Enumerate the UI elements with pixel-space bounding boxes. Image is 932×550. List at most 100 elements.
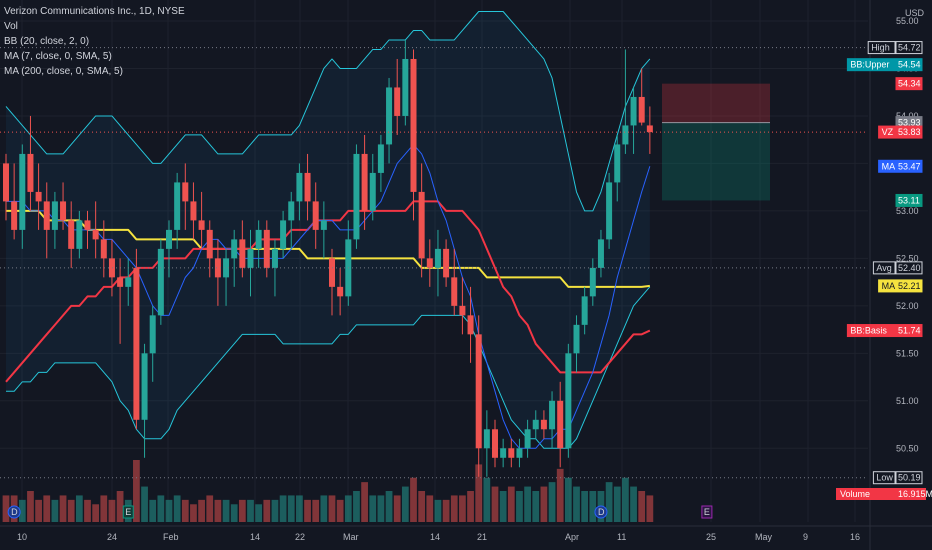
candle bbox=[231, 229, 238, 287]
candle bbox=[475, 315, 482, 477]
badge-label: VZ bbox=[882, 127, 894, 137]
volume-bar bbox=[198, 499, 205, 522]
candle-body bbox=[630, 96, 637, 126]
volume-bar bbox=[2, 495, 10, 522]
x-tick-label: Apr bbox=[565, 532, 579, 542]
x-tick-label: 16 bbox=[850, 532, 860, 542]
badge-label: MA bbox=[882, 281, 896, 291]
volume-bar bbox=[222, 499, 230, 522]
candle bbox=[214, 239, 221, 306]
earnings-marker: E bbox=[701, 505, 713, 519]
badge-label-bg bbox=[846, 324, 896, 338]
candle bbox=[76, 210, 83, 259]
badge-label-bg bbox=[878, 279, 896, 293]
volume-bar bbox=[589, 491, 597, 522]
volume-bar bbox=[133, 460, 140, 522]
badge-value: 53.83 bbox=[898, 127, 921, 137]
candle bbox=[43, 182, 50, 259]
volume-bar bbox=[507, 486, 515, 522]
candle bbox=[223, 248, 230, 306]
price-badge: High 54.72 bbox=[867, 41, 923, 55]
grid bbox=[0, 0, 868, 522]
badge-label-bg bbox=[872, 261, 896, 275]
candle-body bbox=[492, 429, 498, 458]
candle bbox=[353, 144, 360, 249]
badge-value-bg bbox=[895, 279, 923, 293]
candle-body bbox=[459, 305, 466, 316]
volume-bar bbox=[116, 491, 124, 522]
candle bbox=[386, 77, 393, 164]
y-tick-label: 51.50 bbox=[896, 348, 919, 358]
candle-body bbox=[508, 448, 515, 458]
candle bbox=[581, 286, 588, 335]
volume-bar bbox=[296, 495, 303, 522]
volume-bar bbox=[100, 495, 108, 522]
price-badge: 54.34 bbox=[895, 77, 923, 91]
volume-bar bbox=[92, 504, 100, 522]
y-tick-label: 50.50 bbox=[896, 443, 919, 453]
candle bbox=[606, 172, 613, 249]
candle bbox=[320, 201, 327, 259]
volume-bar bbox=[75, 495, 83, 522]
candle-body bbox=[198, 220, 205, 230]
volume-bar bbox=[141, 486, 148, 522]
dividend-circle bbox=[7, 505, 21, 519]
legend-ma7[interactable]: MA (7, close, 0, SMA, 5) bbox=[4, 51, 112, 62]
candle-body bbox=[467, 315, 474, 335]
volume-bar bbox=[548, 482, 556, 522]
candle-body bbox=[141, 353, 148, 420]
candle-body bbox=[500, 448, 507, 458]
candle bbox=[443, 239, 450, 287]
candle-body bbox=[353, 153, 360, 240]
candle-body bbox=[410, 58, 417, 192]
volume-bar bbox=[377, 495, 385, 522]
candle-body bbox=[483, 429, 490, 449]
candle bbox=[557, 381, 564, 468]
badge-value: 53.11 bbox=[898, 195, 920, 205]
candle bbox=[84, 210, 91, 249]
candle bbox=[467, 286, 474, 363]
candle bbox=[638, 68, 645, 126]
candle-body bbox=[565, 353, 572, 449]
volume-bar bbox=[353, 491, 360, 522]
candle bbox=[434, 229, 441, 297]
candle-body bbox=[402, 58, 409, 116]
volume-bar bbox=[434, 499, 442, 522]
earnings-box bbox=[701, 505, 713, 519]
candle-body bbox=[19, 153, 26, 230]
candle-body bbox=[247, 248, 254, 268]
badge-value: 50.19 bbox=[898, 473, 921, 483]
candle-body bbox=[377, 144, 384, 173]
candle-body bbox=[166, 229, 172, 249]
volume-bar bbox=[67, 499, 75, 522]
candle-body bbox=[108, 258, 115, 278]
volume-bars bbox=[2, 460, 654, 522]
candle-body bbox=[549, 400, 556, 430]
volume-bar bbox=[271, 499, 279, 522]
candle-body bbox=[614, 144, 621, 183]
volume-bar bbox=[18, 499, 26, 522]
legend-symbol[interactable]: Verizon Communications Inc., 1D, NYSE bbox=[4, 6, 185, 17]
x-tick-label: 14 bbox=[250, 532, 260, 542]
legend-bb[interactable]: BB (20, close, 2, 0) bbox=[4, 36, 90, 47]
x-tick-label: 24 bbox=[107, 532, 117, 542]
badge-value: 53.93 bbox=[898, 118, 921, 128]
badge-value: 51.74 bbox=[898, 326, 921, 336]
legend-vol[interactable]: Vol bbox=[4, 21, 18, 32]
badge-value-bg bbox=[895, 261, 923, 275]
volume-bar bbox=[255, 504, 263, 522]
candle bbox=[540, 410, 547, 439]
candle-body bbox=[84, 220, 91, 230]
volume-bar bbox=[238, 499, 246, 522]
badge-label: Avg bbox=[876, 263, 891, 273]
candle-body bbox=[255, 229, 262, 249]
candle bbox=[516, 438, 523, 468]
legend-ma200[interactable]: MA (200, close, 0, SMA, 5) bbox=[4, 66, 123, 77]
badge-value-bg bbox=[895, 159, 923, 173]
volume-bar bbox=[328, 495, 336, 522]
volume-bar bbox=[393, 495, 401, 522]
candle-body bbox=[60, 201, 67, 221]
volume-bar bbox=[581, 491, 589, 522]
